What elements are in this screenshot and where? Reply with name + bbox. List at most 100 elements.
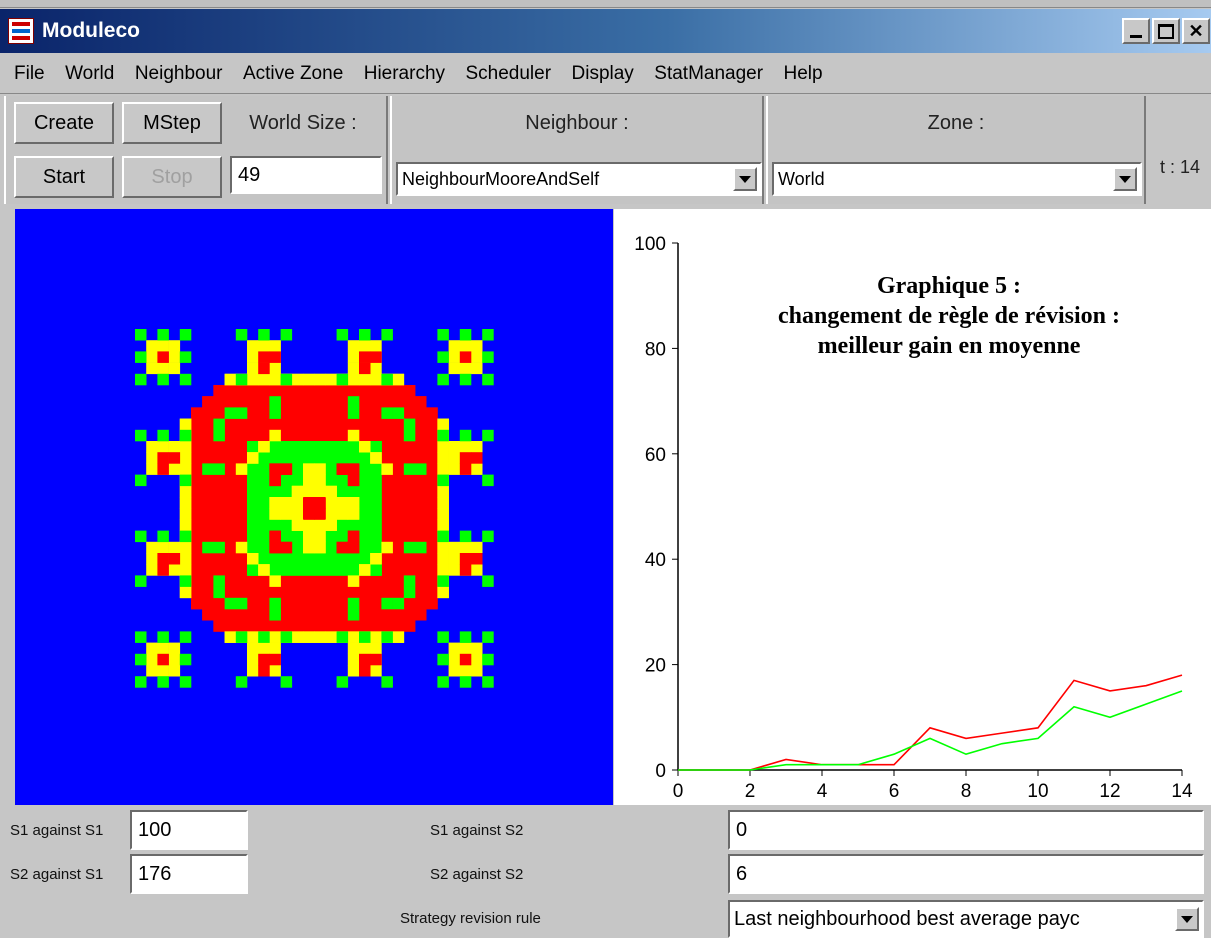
world-cell <box>224 620 237 632</box>
world-cell <box>437 351 449 363</box>
world-cell <box>347 485 360 498</box>
menu-world[interactable]: World <box>65 63 115 84</box>
world-cell <box>437 441 449 453</box>
world-cell <box>325 396 337 408</box>
world-cell <box>347 351 360 363</box>
menu-display[interactable]: Display <box>571 63 634 84</box>
world-cell <box>202 553 214 565</box>
chevron-down-icon[interactable] <box>1175 907 1199 931</box>
world-cell <box>426 429 438 442</box>
world-cell <box>291 373 304 386</box>
world-cell <box>213 620 225 632</box>
x-tick-label: 10 <box>1027 781 1048 802</box>
world-cell <box>235 418 248 431</box>
world-cell <box>359 418 371 431</box>
minimize-button[interactable] <box>1122 18 1150 44</box>
world-cell <box>381 508 393 520</box>
close-button[interactable]: ✕ <box>1182 18 1210 44</box>
world-cell <box>291 429 304 442</box>
world-cell <box>213 474 225 487</box>
world-cell <box>135 351 147 363</box>
world-cell <box>381 474 393 487</box>
mstep-button[interactable]: MStep <box>122 102 222 144</box>
s2-against-s2-input[interactable]: 6 <box>728 854 1204 894</box>
world-view[interactable] <box>15 209 613 805</box>
series-line-2 <box>678 690 1183 771</box>
world-cell <box>426 497 438 509</box>
s2-against-s1-input[interactable]: 176 <box>130 854 248 894</box>
world-cell <box>325 429 337 442</box>
strategy-revision-rule-select[interactable]: Last neighbourhood best average payc <box>728 900 1204 938</box>
world-cell <box>381 452 393 464</box>
world-cell <box>459 653 472 666</box>
menu-active-zone[interactable]: Active Zone <box>242 63 344 84</box>
menu-scheduler[interactable]: Scheduler <box>465 63 552 84</box>
neighbour-select[interactable]: NeighbourMooreAndSelf <box>396 162 762 196</box>
world-cell <box>448 665 461 677</box>
chevron-down-icon[interactable] <box>1113 167 1137 191</box>
s1-against-s1-input[interactable]: 100 <box>130 810 248 850</box>
world-cell <box>247 553 259 565</box>
world-cell <box>146 362 158 375</box>
world-cell <box>269 463 281 475</box>
world-cell <box>258 653 270 666</box>
world-cell <box>247 575 259 587</box>
world-cell <box>280 418 293 431</box>
world-cell <box>336 452 349 464</box>
world-cell <box>347 373 360 386</box>
y-tick-label: 0 <box>655 761 666 782</box>
s1-against-s2-input[interactable]: 0 <box>728 810 1204 850</box>
world-cell <box>291 597 304 610</box>
menu-statmanager[interactable]: StatManager <box>654 63 764 84</box>
menu-help[interactable]: Help <box>783 63 823 84</box>
world-cell <box>269 586 281 599</box>
world-cell <box>336 329 349 341</box>
world-cell <box>168 541 181 554</box>
world-cell <box>247 474 259 487</box>
world-cell <box>314 620 326 632</box>
world-cell <box>258 530 270 543</box>
world-cell <box>437 519 449 531</box>
world-cell <box>459 362 472 375</box>
world-cell <box>146 665 158 677</box>
world-cell <box>381 597 393 610</box>
world-cell <box>213 575 225 587</box>
world-cell <box>202 441 214 453</box>
world-cell <box>392 441 405 453</box>
world-cell <box>370 653 382 666</box>
world-cell <box>269 564 281 576</box>
world-cell <box>403 519 416 531</box>
stop-button[interactable]: Stop <box>122 156 222 198</box>
world-cell <box>437 575 449 587</box>
world-cell <box>303 508 315 520</box>
world-cell <box>247 441 259 453</box>
world-cell <box>314 631 326 643</box>
start-button[interactable]: Start <box>14 156 114 198</box>
menu-file[interactable]: File <box>14 63 45 84</box>
world-cell <box>370 665 382 677</box>
world-cell <box>370 418 382 431</box>
world-cell <box>291 541 304 554</box>
world-cell <box>325 373 337 386</box>
world-cell <box>258 429 270 442</box>
world-cell <box>202 586 214 599</box>
world-cell <box>191 497 203 509</box>
zone-select[interactable]: World <box>772 162 1142 196</box>
menu-hierarchy[interactable]: Hierarchy <box>363 63 446 84</box>
create-button[interactable]: Create <box>14 102 114 144</box>
chevron-down-icon[interactable] <box>733 167 757 191</box>
world-cell <box>202 575 214 587</box>
world-cell <box>459 631 472 643</box>
maximize-button[interactable] <box>1152 18 1180 44</box>
title-bar[interactable]: Moduleco ✕ <box>0 9 1211 53</box>
control-panel: Create MStep World Size : Start Stop 49 <box>4 96 388 204</box>
world-cell <box>336 564 349 576</box>
world-size-input[interactable]: 49 <box>230 156 382 194</box>
world-cell <box>392 474 405 487</box>
world-cell <box>258 474 270 487</box>
world-cell <box>336 541 349 554</box>
world-cell <box>415 564 427 576</box>
menu-neighbour[interactable]: Neighbour <box>134 63 223 84</box>
world-cell <box>269 497 281 509</box>
parameters-panel: S1 against S1 100 S2 against S1 176 S1 a… <box>0 806 1211 938</box>
